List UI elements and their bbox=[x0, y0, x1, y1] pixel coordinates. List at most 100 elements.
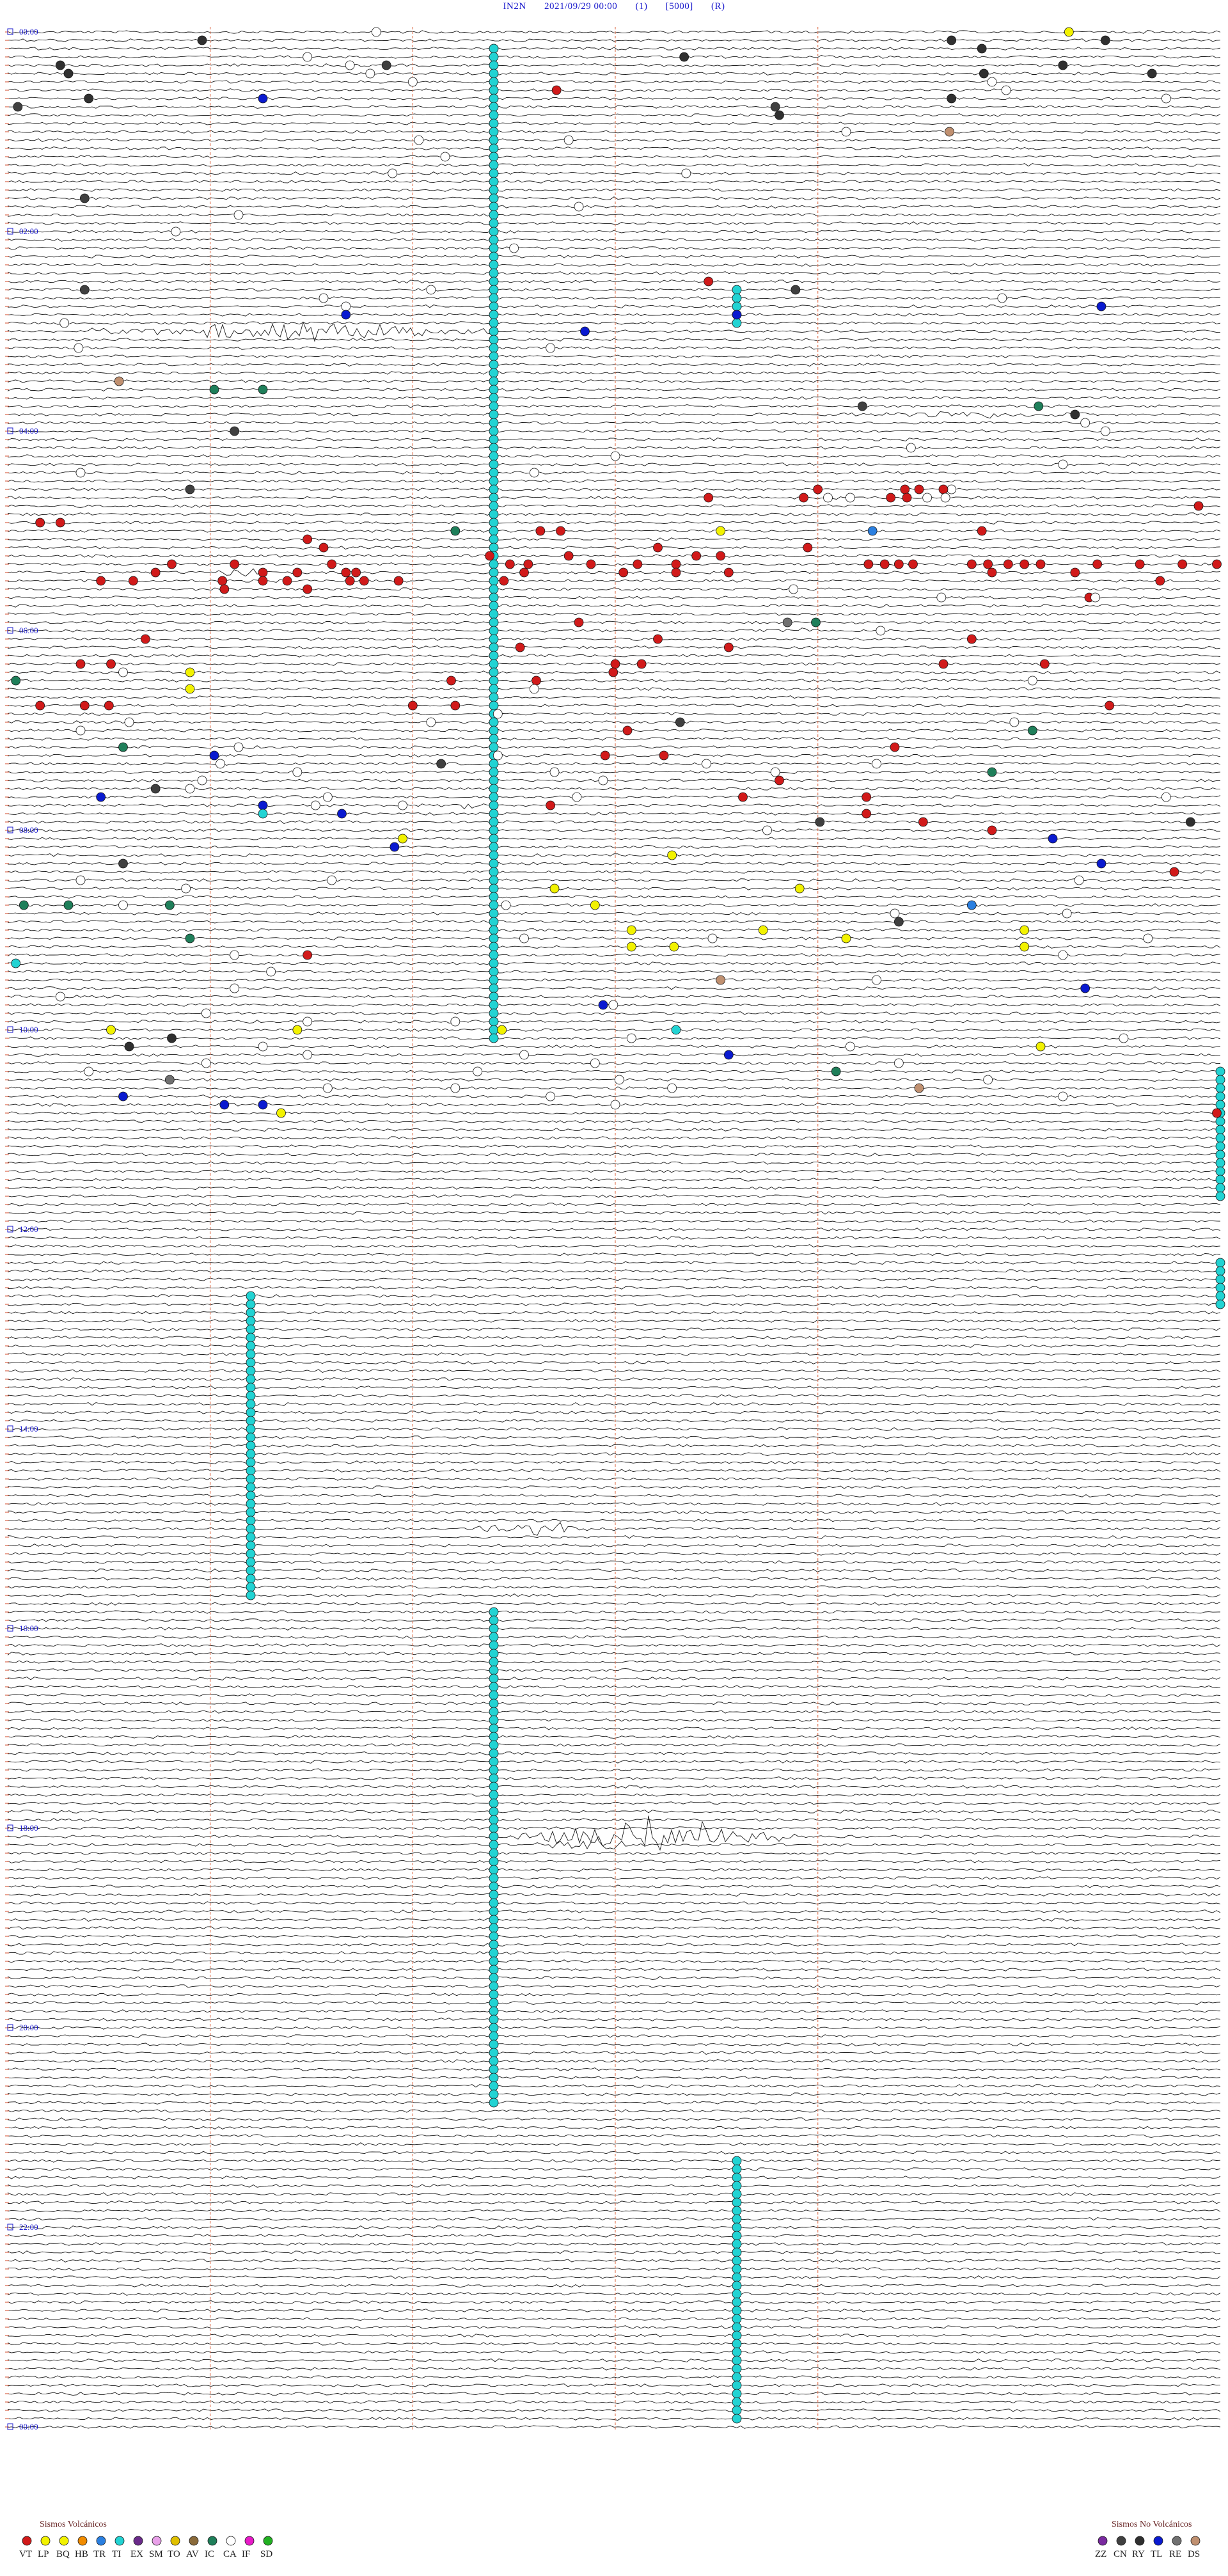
hour-label: 04:00 bbox=[19, 426, 38, 436]
event-marker-vt bbox=[499, 576, 509, 586]
ti-event-marker bbox=[489, 301, 499, 312]
event-marker-ic bbox=[450, 526, 460, 536]
ti-event-marker bbox=[489, 235, 499, 245]
trace-line bbox=[7, 1286, 1221, 1290]
event-marker-ca bbox=[983, 1075, 993, 1085]
event-marker-ca bbox=[519, 1050, 529, 1060]
trace-line bbox=[7, 895, 1221, 899]
legend-swatch-bq bbox=[59, 2536, 69, 2546]
event-marker-ca bbox=[626, 1033, 636, 1043]
ti-event-marker bbox=[489, 2089, 499, 2099]
trace-line bbox=[7, 970, 1221, 974]
ti-event-marker bbox=[489, 451, 499, 461]
trace-line bbox=[7, 1968, 1221, 1972]
trace-line bbox=[7, 1851, 1221, 1855]
event-marker-ca bbox=[1143, 933, 1153, 944]
event-marker-ca bbox=[1119, 1033, 1129, 1043]
legend-code-ic: IC bbox=[205, 2549, 214, 2559]
trace-line bbox=[7, 421, 1221, 425]
trace-line bbox=[7, 1294, 1221, 1298]
ti-event-marker bbox=[246, 1474, 256, 1484]
ti-event-marker bbox=[732, 2330, 742, 2341]
header-param-1: (1) bbox=[635, 1, 648, 12]
event-marker-ti bbox=[671, 1025, 681, 1035]
event-marker-vt bbox=[879, 559, 890, 569]
ti-event-marker bbox=[489, 534, 499, 544]
event-marker-ca bbox=[519, 933, 529, 944]
event-marker-ca bbox=[84, 1066, 94, 1077]
event-marker-vt bbox=[659, 750, 669, 761]
ti-event-marker bbox=[489, 2014, 499, 2025]
event-marker-vt bbox=[608, 667, 618, 677]
trace-line bbox=[7, 1868, 1221, 1872]
trace-line bbox=[7, 1211, 1221, 1215]
ti-event-marker bbox=[489, 376, 499, 386]
event-marker-vt bbox=[303, 950, 313, 960]
trace-line bbox=[7, 1252, 1221, 1256]
event-marker-ds bbox=[114, 376, 124, 386]
trace-line bbox=[7, 1086, 1221, 1090]
event-marker-ca bbox=[216, 759, 225, 769]
event-marker-vt bbox=[813, 484, 823, 494]
event-marker-ca bbox=[341, 301, 351, 312]
event-marker-vt bbox=[723, 567, 734, 578]
trace-line bbox=[7, 1477, 1221, 1481]
trace-line bbox=[7, 2383, 1221, 2387]
event-marker-ca bbox=[492, 709, 503, 719]
ti-event-marker bbox=[246, 1482, 256, 1492]
ti-event-marker bbox=[489, 651, 499, 661]
trace-line bbox=[7, 1510, 1221, 1514]
ti-event-marker bbox=[489, 1906, 499, 1916]
legend-code-tr: TR bbox=[93, 2549, 106, 2559]
trace-line bbox=[7, 2267, 1221, 2271]
event-marker-vt bbox=[258, 567, 268, 578]
event-marker-ca bbox=[303, 1016, 313, 1027]
legend-code-zz: ZZ bbox=[1095, 2549, 1106, 2559]
event-marker-ca bbox=[529, 468, 539, 478]
event-marker-ca bbox=[947, 484, 957, 494]
trace-line bbox=[7, 1327, 1221, 1331]
trace-line bbox=[7, 554, 1221, 558]
ti-event-marker bbox=[489, 925, 499, 935]
ti-event-marker bbox=[489, 468, 499, 478]
event-marker-vt bbox=[303, 534, 313, 544]
trace-line bbox=[7, 2292, 1221, 2296]
event-marker-vt bbox=[704, 276, 714, 287]
trace-line bbox=[7, 1045, 1221, 1048]
ti-event-marker bbox=[732, 2256, 742, 2266]
event-marker-cn bbox=[436, 759, 446, 769]
ti-event-marker bbox=[732, 2305, 742, 2316]
event-marker-vt bbox=[622, 725, 633, 736]
trace-line bbox=[7, 2101, 1220, 2105]
ti-event-marker bbox=[489, 310, 499, 320]
trace-line bbox=[7, 1460, 1221, 1464]
ti-event-marker bbox=[732, 2197, 742, 2208]
trace-line bbox=[7, 2134, 1221, 2138]
ti-event-marker bbox=[246, 1499, 256, 1509]
trace-line bbox=[7, 837, 1221, 841]
event-marker-ca bbox=[872, 975, 881, 985]
event-marker-vt bbox=[862, 809, 872, 819]
ti-event-marker bbox=[489, 1964, 499, 1975]
event-marker-cn bbox=[230, 426, 240, 436]
event-marker-vt bbox=[359, 576, 369, 586]
ti-event-marker bbox=[732, 2231, 742, 2241]
event-marker-ca bbox=[398, 800, 407, 810]
legend-swatch-lp bbox=[40, 2536, 51, 2546]
trace-line bbox=[7, 271, 1221, 276]
ti-event-marker bbox=[489, 43, 499, 54]
trace-line bbox=[7, 1361, 1221, 1364]
ti-event-marker bbox=[489, 1740, 499, 1750]
legend-swatch-cn bbox=[1116, 2536, 1126, 2546]
trace-line bbox=[7, 995, 1221, 999]
trace-line bbox=[7, 537, 1221, 541]
event-marker-ca bbox=[608, 1000, 618, 1010]
trace-line bbox=[7, 1153, 1221, 1157]
ti-event-marker bbox=[246, 1549, 256, 1559]
trace-line bbox=[7, 411, 1221, 419]
trace-line bbox=[7, 47, 1221, 51]
ti-event-marker bbox=[1215, 1191, 1225, 1201]
trace-line bbox=[7, 2417, 1221, 2421]
trace-line bbox=[7, 2151, 1221, 2154]
trace-line bbox=[7, 2425, 1221, 2429]
